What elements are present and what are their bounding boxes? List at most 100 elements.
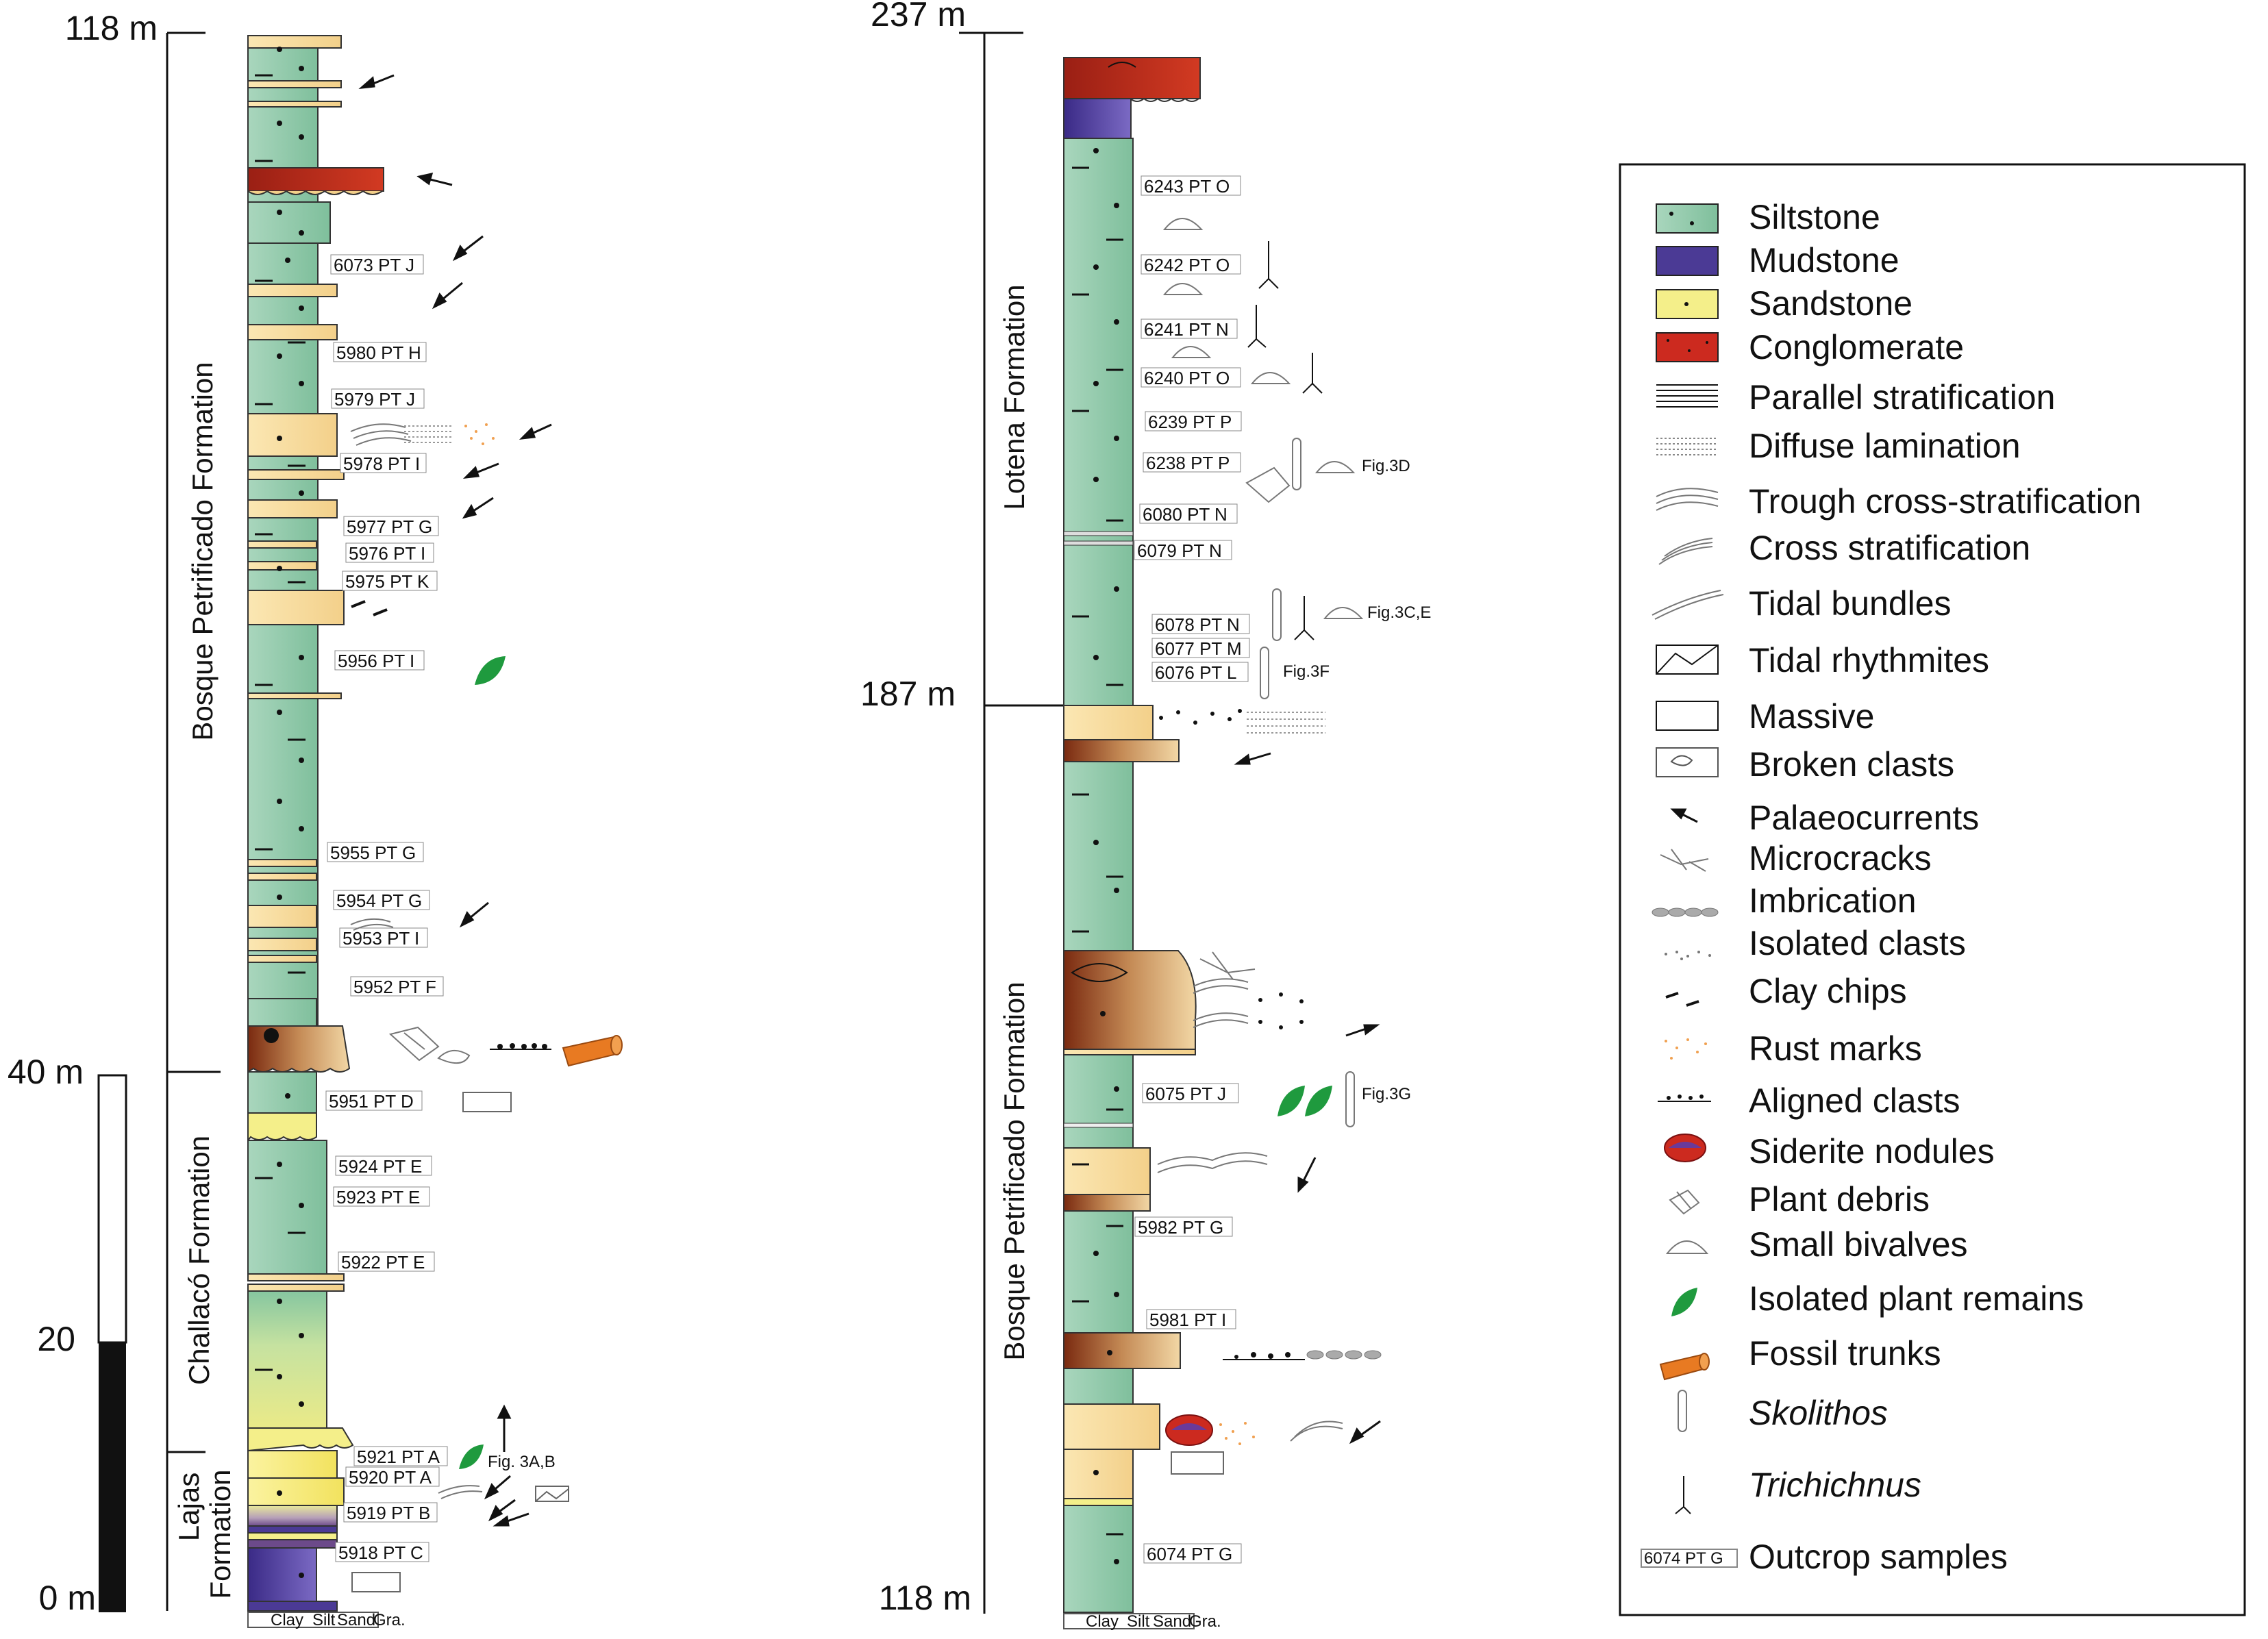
legend-label-palaeocurrents: Palaeocurrents bbox=[1749, 799, 1979, 837]
skolithos-icon bbox=[1678, 1390, 1687, 1432]
left-axis-gravel: Gra. bbox=[373, 1611, 406, 1629]
leaf-icon bbox=[1278, 1086, 1332, 1116]
dotted-lines-icon bbox=[1656, 438, 1718, 455]
legend-label-rust-marks: Rust marks bbox=[1749, 1029, 1922, 1068]
sample-label: 6242 PT O bbox=[1144, 255, 1230, 275]
scale-tick-20: 20 bbox=[37, 1320, 75, 1358]
legend-sample-example: 6074 PT G bbox=[1644, 1549, 1723, 1568]
sample-label: 6241 PT N bbox=[1144, 319, 1229, 340]
sample-label: 5975 PT K bbox=[345, 571, 429, 592]
aligned-clasts-icon bbox=[1658, 1094, 1711, 1102]
aligned-clasts-icon bbox=[490, 1043, 551, 1050]
left-axis-silt: Silt bbox=[312, 1611, 336, 1629]
scale-tick-0: 0 m bbox=[39, 1579, 96, 1617]
legend-label-microcracks: Microcracks bbox=[1749, 839, 1932, 877]
sample-label: 5951 PT D bbox=[329, 1091, 414, 1112]
trichichnus-icon bbox=[1675, 1476, 1691, 1514]
legend-label-outcrop-samples: Outcrop samples bbox=[1749, 1538, 2008, 1576]
legend-label-siltstone: Siltstone bbox=[1749, 198, 1880, 236]
scale-bar: 40 m 20 0 m bbox=[8, 1053, 127, 1617]
right-formation-lotena: Lotena Formation bbox=[998, 284, 1030, 510]
legend: 6074 PT G Siltstone Mudstone Sandstone C… bbox=[1619, 163, 2246, 1616]
sample-label: 6076 PT L bbox=[1155, 662, 1237, 683]
cross-strat-icon bbox=[1658, 538, 1713, 565]
legend-label-skolithos: Skolithos bbox=[1749, 1394, 1888, 1432]
isolated-clasts-icon bbox=[1159, 709, 1304, 1029]
left-column: 118 m Bosque Petrificado Formation Chall… bbox=[65, 9, 623, 1629]
parallel-lines-icon bbox=[1656, 384, 1718, 408]
sample-label: 5919 PT B bbox=[347, 1503, 430, 1523]
broken-clasts-icon bbox=[1656, 747, 1719, 777]
arrow-icon bbox=[1670, 808, 1698, 823]
dotted-lines-icon bbox=[404, 425, 452, 443]
legend-label-fossil-trunks: Fossil trunks bbox=[1749, 1334, 1941, 1373]
sample-label: 5953 PT I bbox=[342, 928, 419, 949]
sample-label: 5976 PT I bbox=[349, 543, 425, 564]
legend-label-conglomerate: Conglomerate bbox=[1749, 328, 1964, 366]
left-clay-chips bbox=[351, 600, 388, 616]
sample-label: 5952 PT F bbox=[353, 977, 436, 997]
left-formation-lajas-2: Formation bbox=[204, 1469, 236, 1599]
imbrication-icon bbox=[1652, 908, 1719, 917]
right-axis-gravel: Gra. bbox=[1189, 1612, 1221, 1631]
clay-chips-icon bbox=[1665, 992, 1699, 1007]
legend-label-mudstone: Mudstone bbox=[1749, 241, 1899, 279]
sample-label: 6239 PT P bbox=[1148, 412, 1232, 432]
plant-debris-icon bbox=[1669, 1189, 1700, 1215]
sample-label: 5956 PT I bbox=[338, 651, 414, 671]
left-formation-lajas-1: Lajas bbox=[173, 1473, 205, 1541]
sample-label: 6243 PT O bbox=[1144, 176, 1230, 197]
legend-label-broken-clasts: Broken clasts bbox=[1749, 745, 1954, 784]
siderite-icon bbox=[1165, 1414, 1213, 1446]
bivalve-icon bbox=[1665, 1240, 1709, 1254]
aligned-clasts-icon bbox=[1223, 1352, 1305, 1360]
sample-label: 6075 PT J bbox=[1145, 1084, 1226, 1104]
sample-label: 5954 PT G bbox=[336, 890, 422, 911]
sample-label: 5920 PT A bbox=[349, 1467, 432, 1488]
microcracks-icon bbox=[1660, 849, 1709, 872]
leaf-icon bbox=[475, 656, 506, 685]
legend-label-tidal-bundles: Tidal bundles bbox=[1749, 584, 1952, 623]
trunk-icon bbox=[1659, 1353, 1710, 1381]
tidal-rhythmites-icon bbox=[535, 1486, 569, 1502]
sample-label: 6080 PT N bbox=[1143, 504, 1228, 525]
tidal-bundles-icon bbox=[1652, 590, 1724, 620]
right-top-depth: 237 m bbox=[871, 0, 966, 34]
right-fig-ref: Fig.3D bbox=[1362, 457, 1410, 475]
left-palaeocurrent-arrows bbox=[358, 74, 552, 1527]
sample-box-icon bbox=[1641, 1549, 1738, 1568]
legend-frame bbox=[1619, 163, 2246, 1616]
tidal-rhythmites-icon bbox=[1656, 645, 1719, 675]
sample-label: 5923 PT E bbox=[336, 1187, 420, 1208]
mudstone-swatch bbox=[1656, 246, 1719, 276]
right-axis-sand: Sand bbox=[1153, 1612, 1191, 1631]
sample-label: 5981 PT I bbox=[1149, 1310, 1226, 1330]
leaf-icon bbox=[459, 1444, 484, 1469]
rust-marks-icon bbox=[1219, 1422, 1255, 1445]
leaf-icon bbox=[1671, 1288, 1697, 1316]
right-axis-clay: Clay bbox=[1086, 1612, 1119, 1631]
sample-label: 5982 PT G bbox=[1138, 1217, 1223, 1238]
right-fig-ref: Fig.3G bbox=[1362, 1085, 1411, 1103]
sample-label: 6078 PT N bbox=[1155, 614, 1240, 635]
legend-label-isolated-clasts: Isolated clasts bbox=[1749, 924, 1966, 962]
legend-label-clay-chips: Clay chips bbox=[1749, 972, 1907, 1010]
right-formation-bosque: Bosque Petrificado Formation bbox=[998, 981, 1030, 1360]
rust-marks-icon bbox=[1665, 1038, 1707, 1060]
left-formation-bosque: Bosque Petrificado Formation bbox=[186, 362, 219, 740]
trichichnus-icon bbox=[1247, 241, 1323, 640]
trough-icon bbox=[1656, 488, 1719, 511]
skolithos-icon bbox=[1260, 438, 1355, 1127]
imbrication-icon bbox=[1306, 1350, 1382, 1360]
left-top-depth: 118 m bbox=[65, 9, 158, 47]
massive-icon bbox=[1656, 701, 1719, 731]
scale-tick-40: 40 m bbox=[8, 1053, 84, 1091]
legend-label-imbrication: Imbrication bbox=[1749, 881, 1917, 920]
siltstone-swatch bbox=[1656, 203, 1719, 234]
plant-debris-icon bbox=[1245, 466, 1291, 503]
massive-icon bbox=[351, 1572, 401, 1592]
trough-icon bbox=[1157, 978, 1343, 1442]
left-formation-challaco: Challacó Formation bbox=[183, 1136, 215, 1385]
massive-icon bbox=[1171, 1451, 1224, 1475]
right-palaeocurrent-arrows bbox=[1234, 752, 1381, 1444]
